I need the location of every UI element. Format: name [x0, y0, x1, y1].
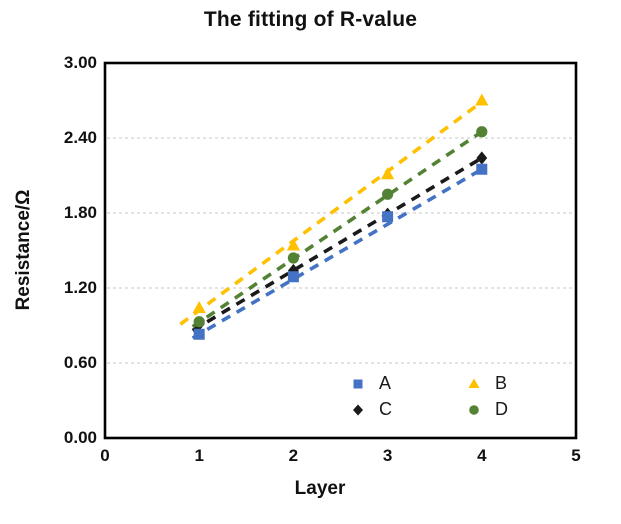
y-tick-label: 1.80 — [63, 203, 97, 222]
y-tick-label: 2.40 — [63, 128, 97, 147]
x-tick-label: 0 — [100, 446, 110, 465]
data-point-A-3 — [382, 211, 394, 223]
data-point-A-4 — [476, 163, 488, 175]
data-point-C-4 — [476, 151, 488, 165]
trendline-D — [191, 130, 483, 329]
data-point-B-2 — [286, 238, 300, 251]
data-point-D-1 — [193, 316, 205, 328]
plot-frame — [103, 61, 578, 440]
legend-marker-circle-icon — [469, 404, 479, 415]
legend-label: D — [495, 399, 508, 419]
data-point-D-3 — [382, 188, 394, 200]
legend-label: B — [495, 373, 508, 393]
x-tick-label: 1 — [194, 446, 204, 465]
y-tick-label: 0.00 — [63, 428, 97, 447]
data-point-D-2 — [287, 252, 299, 264]
x-tick-label: 3 — [382, 446, 393, 465]
data-point-A-2 — [287, 271, 299, 283]
trendline-C — [191, 156, 483, 333]
x-axis-label: Layer — [294, 478, 346, 499]
chart-title: The fitting of R-value — [203, 8, 418, 31]
data-point-B-4 — [475, 93, 489, 106]
legend-item-D: D — [466, 398, 508, 421]
trendline-B — [179, 99, 485, 326]
y-tick-label: 0.60 — [63, 353, 97, 372]
legend-label: A — [379, 373, 392, 393]
data-point-A-1 — [193, 328, 205, 340]
legend-item-C: C — [350, 398, 466, 421]
y-tick-label: 1.20 — [63, 278, 97, 297]
data-point-D-4 — [476, 126, 488, 138]
data-point-B-1 — [192, 301, 206, 313]
legend-marker-triangle-icon — [468, 378, 480, 388]
x-tick-label: 5 — [571, 446, 581, 465]
y-tick-label: 3.00 — [63, 53, 97, 72]
legend: A B C D — [350, 372, 508, 421]
trendline-A — [191, 167, 483, 340]
legend-item-A: A — [350, 372, 466, 395]
x-tick-label: 2 — [288, 446, 299, 465]
x-tick-label: 4 — [477, 446, 487, 465]
legend-label: C — [379, 399, 392, 419]
legend-marker-diamond-icon — [353, 404, 363, 415]
legend-item-B: B — [466, 372, 508, 395]
legend-marker-square-icon — [353, 379, 363, 388]
data-point-B-3 — [381, 167, 395, 180]
